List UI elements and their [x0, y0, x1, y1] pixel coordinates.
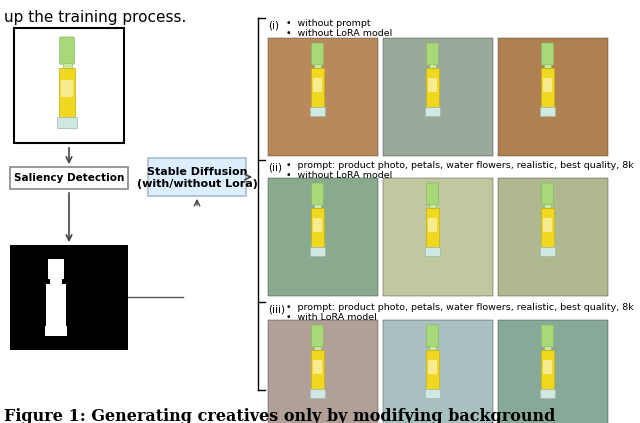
- FancyBboxPatch shape: [57, 117, 77, 128]
- FancyBboxPatch shape: [314, 346, 321, 350]
- FancyBboxPatch shape: [48, 259, 64, 279]
- FancyBboxPatch shape: [310, 389, 325, 398]
- Text: •  prompt: product photo, petals, water flowers, realistic, best quality, 8k: • prompt: product photo, petals, water f…: [286, 161, 634, 170]
- FancyBboxPatch shape: [429, 64, 436, 68]
- FancyBboxPatch shape: [314, 64, 321, 68]
- FancyBboxPatch shape: [541, 183, 554, 205]
- FancyBboxPatch shape: [310, 247, 325, 256]
- FancyBboxPatch shape: [541, 350, 554, 389]
- FancyBboxPatch shape: [312, 43, 324, 65]
- FancyBboxPatch shape: [311, 68, 324, 107]
- FancyBboxPatch shape: [59, 68, 75, 117]
- FancyBboxPatch shape: [428, 78, 437, 91]
- Text: (ii): (ii): [268, 162, 282, 172]
- FancyBboxPatch shape: [541, 68, 554, 107]
- FancyBboxPatch shape: [383, 320, 493, 423]
- FancyBboxPatch shape: [540, 389, 556, 398]
- FancyBboxPatch shape: [312, 325, 324, 347]
- FancyBboxPatch shape: [148, 158, 246, 196]
- FancyBboxPatch shape: [46, 284, 66, 326]
- FancyBboxPatch shape: [426, 350, 439, 389]
- FancyBboxPatch shape: [541, 208, 554, 247]
- FancyBboxPatch shape: [311, 350, 324, 389]
- FancyBboxPatch shape: [541, 43, 554, 65]
- Text: Stable Diffusion: Stable Diffusion: [147, 167, 247, 177]
- FancyBboxPatch shape: [313, 218, 322, 231]
- FancyBboxPatch shape: [268, 38, 378, 156]
- FancyBboxPatch shape: [383, 178, 493, 296]
- FancyBboxPatch shape: [268, 320, 378, 423]
- FancyBboxPatch shape: [429, 204, 436, 208]
- FancyBboxPatch shape: [310, 107, 325, 116]
- FancyBboxPatch shape: [429, 346, 436, 350]
- FancyBboxPatch shape: [268, 178, 378, 296]
- Text: (with/without Lora): (with/without Lora): [136, 179, 257, 189]
- Text: •  prompt: product photo, petals, water flowers, realistic, best quality, 8k: • prompt: product photo, petals, water f…: [286, 303, 634, 312]
- FancyBboxPatch shape: [313, 360, 322, 374]
- Text: •  without LoRA model: • without LoRA model: [286, 29, 392, 38]
- FancyBboxPatch shape: [383, 38, 493, 156]
- FancyBboxPatch shape: [426, 325, 438, 347]
- FancyBboxPatch shape: [45, 326, 67, 336]
- Text: Figure 1: Generating creatives only by modifying background: Figure 1: Generating creatives only by m…: [4, 408, 556, 423]
- Text: (i): (i): [268, 20, 279, 30]
- FancyBboxPatch shape: [498, 38, 608, 156]
- FancyBboxPatch shape: [543, 218, 552, 231]
- FancyBboxPatch shape: [426, 43, 438, 65]
- FancyBboxPatch shape: [544, 204, 551, 208]
- FancyBboxPatch shape: [311, 208, 324, 247]
- FancyBboxPatch shape: [540, 107, 556, 116]
- FancyBboxPatch shape: [543, 78, 552, 91]
- FancyBboxPatch shape: [541, 325, 554, 347]
- FancyBboxPatch shape: [544, 346, 551, 350]
- FancyBboxPatch shape: [428, 218, 437, 231]
- Text: •  without prompt: • without prompt: [286, 19, 371, 28]
- FancyBboxPatch shape: [312, 183, 324, 205]
- FancyBboxPatch shape: [498, 178, 608, 296]
- FancyBboxPatch shape: [424, 247, 440, 256]
- FancyBboxPatch shape: [428, 360, 437, 374]
- FancyBboxPatch shape: [313, 78, 322, 91]
- FancyBboxPatch shape: [426, 208, 439, 247]
- Text: Saliency Detection: Saliency Detection: [14, 173, 124, 183]
- FancyBboxPatch shape: [314, 204, 321, 208]
- Text: up the training process.: up the training process.: [4, 10, 186, 25]
- FancyBboxPatch shape: [50, 279, 62, 284]
- FancyBboxPatch shape: [544, 64, 551, 68]
- FancyBboxPatch shape: [14, 28, 124, 143]
- Text: •  with LoRA model: • with LoRA model: [286, 313, 377, 322]
- Text: (iii): (iii): [268, 304, 285, 314]
- FancyBboxPatch shape: [61, 80, 73, 97]
- FancyBboxPatch shape: [10, 167, 128, 189]
- FancyBboxPatch shape: [498, 320, 608, 423]
- FancyBboxPatch shape: [540, 247, 556, 256]
- FancyBboxPatch shape: [10, 245, 128, 350]
- FancyBboxPatch shape: [426, 68, 439, 107]
- FancyBboxPatch shape: [424, 389, 440, 398]
- Text: •  without LoRA model: • without LoRA model: [286, 171, 392, 180]
- FancyBboxPatch shape: [426, 183, 438, 205]
- FancyBboxPatch shape: [543, 360, 552, 374]
- FancyBboxPatch shape: [424, 107, 440, 116]
- FancyBboxPatch shape: [60, 37, 74, 64]
- FancyBboxPatch shape: [63, 63, 72, 68]
